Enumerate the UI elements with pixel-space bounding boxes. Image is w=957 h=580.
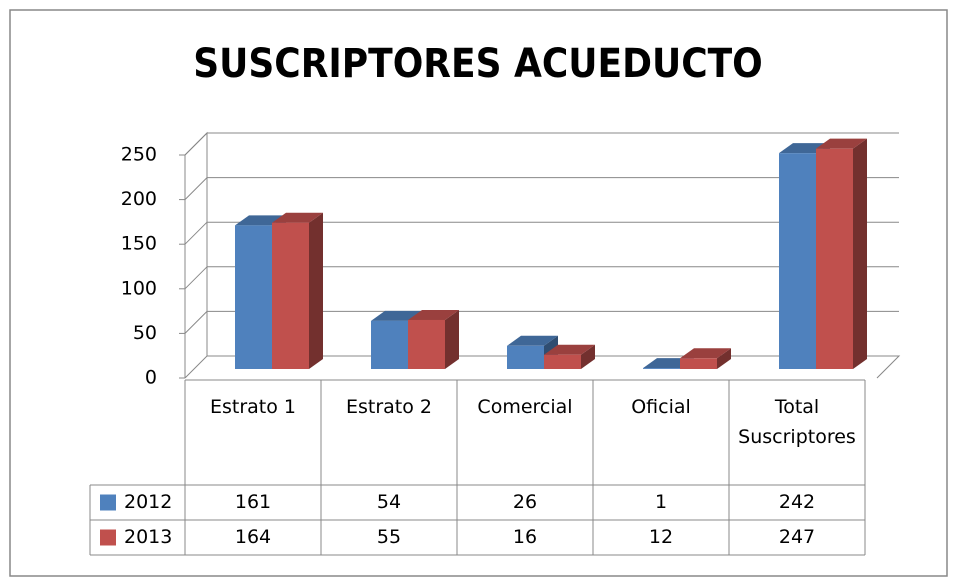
category-label: Estrato 2: [345, 396, 432, 418]
bar-top: [507, 335, 558, 346]
bar: [816, 148, 853, 369]
y-tick-label: 150: [121, 233, 157, 255]
table-value: 247: [779, 526, 815, 548]
table-value: 54: [377, 491, 401, 513]
category-label: Estrato 1: [209, 396, 296, 418]
y-tick-label: 200: [121, 188, 157, 210]
bar-top: [680, 348, 731, 359]
y-tick-label: 0: [145, 367, 157, 389]
table-value: 26: [513, 491, 537, 513]
bar-side: [717, 348, 731, 369]
bar-top: [544, 344, 595, 355]
bar-top: [408, 309, 459, 320]
bar: [779, 153, 816, 369]
bar-side: [445, 309, 459, 369]
legend-swatch: [100, 494, 116, 511]
bar-top: [816, 138, 867, 149]
category-label: Oficial: [631, 396, 691, 418]
legend-label: 2012: [124, 491, 172, 513]
category-label: Total Suscriptores: [738, 396, 856, 448]
grid-line: [184, 355, 208, 379]
bar: [643, 368, 680, 369]
bar: [507, 345, 544, 369]
category-label: Comercial: [477, 396, 573, 418]
bar: [235, 225, 272, 369]
grid-line: [184, 221, 208, 245]
bar: [272, 222, 309, 369]
chart-title: SUSCRIPTORES ACUEDUCTO: [193, 41, 763, 87]
bar-side: [309, 212, 323, 369]
table-value: 12: [649, 526, 673, 548]
y-tick-label: 250: [121, 144, 157, 166]
legend-swatch: [100, 529, 116, 546]
table-value: 16: [513, 526, 537, 548]
bar-top: [371, 310, 422, 321]
grid-line: [184, 266, 208, 290]
grid-line: [184, 177, 208, 200]
grid-line: [184, 132, 208, 156]
table-value: 164: [235, 526, 271, 548]
bar-top: [272, 212, 323, 223]
table-value: 55: [377, 526, 401, 548]
grid-line: [184, 311, 208, 334]
bar: [680, 358, 717, 369]
table-value: 242: [779, 491, 815, 513]
table-value: 1: [655, 491, 667, 513]
bar: [544, 354, 581, 369]
table-value: 161: [235, 491, 271, 513]
bar: [408, 319, 445, 369]
bar: [371, 320, 408, 369]
y-tick-label: 50: [133, 322, 157, 344]
bar-side: [853, 138, 867, 369]
legend-label: 2013: [124, 526, 172, 548]
y-tick-label: 100: [121, 277, 157, 299]
bar-side: [581, 344, 595, 369]
